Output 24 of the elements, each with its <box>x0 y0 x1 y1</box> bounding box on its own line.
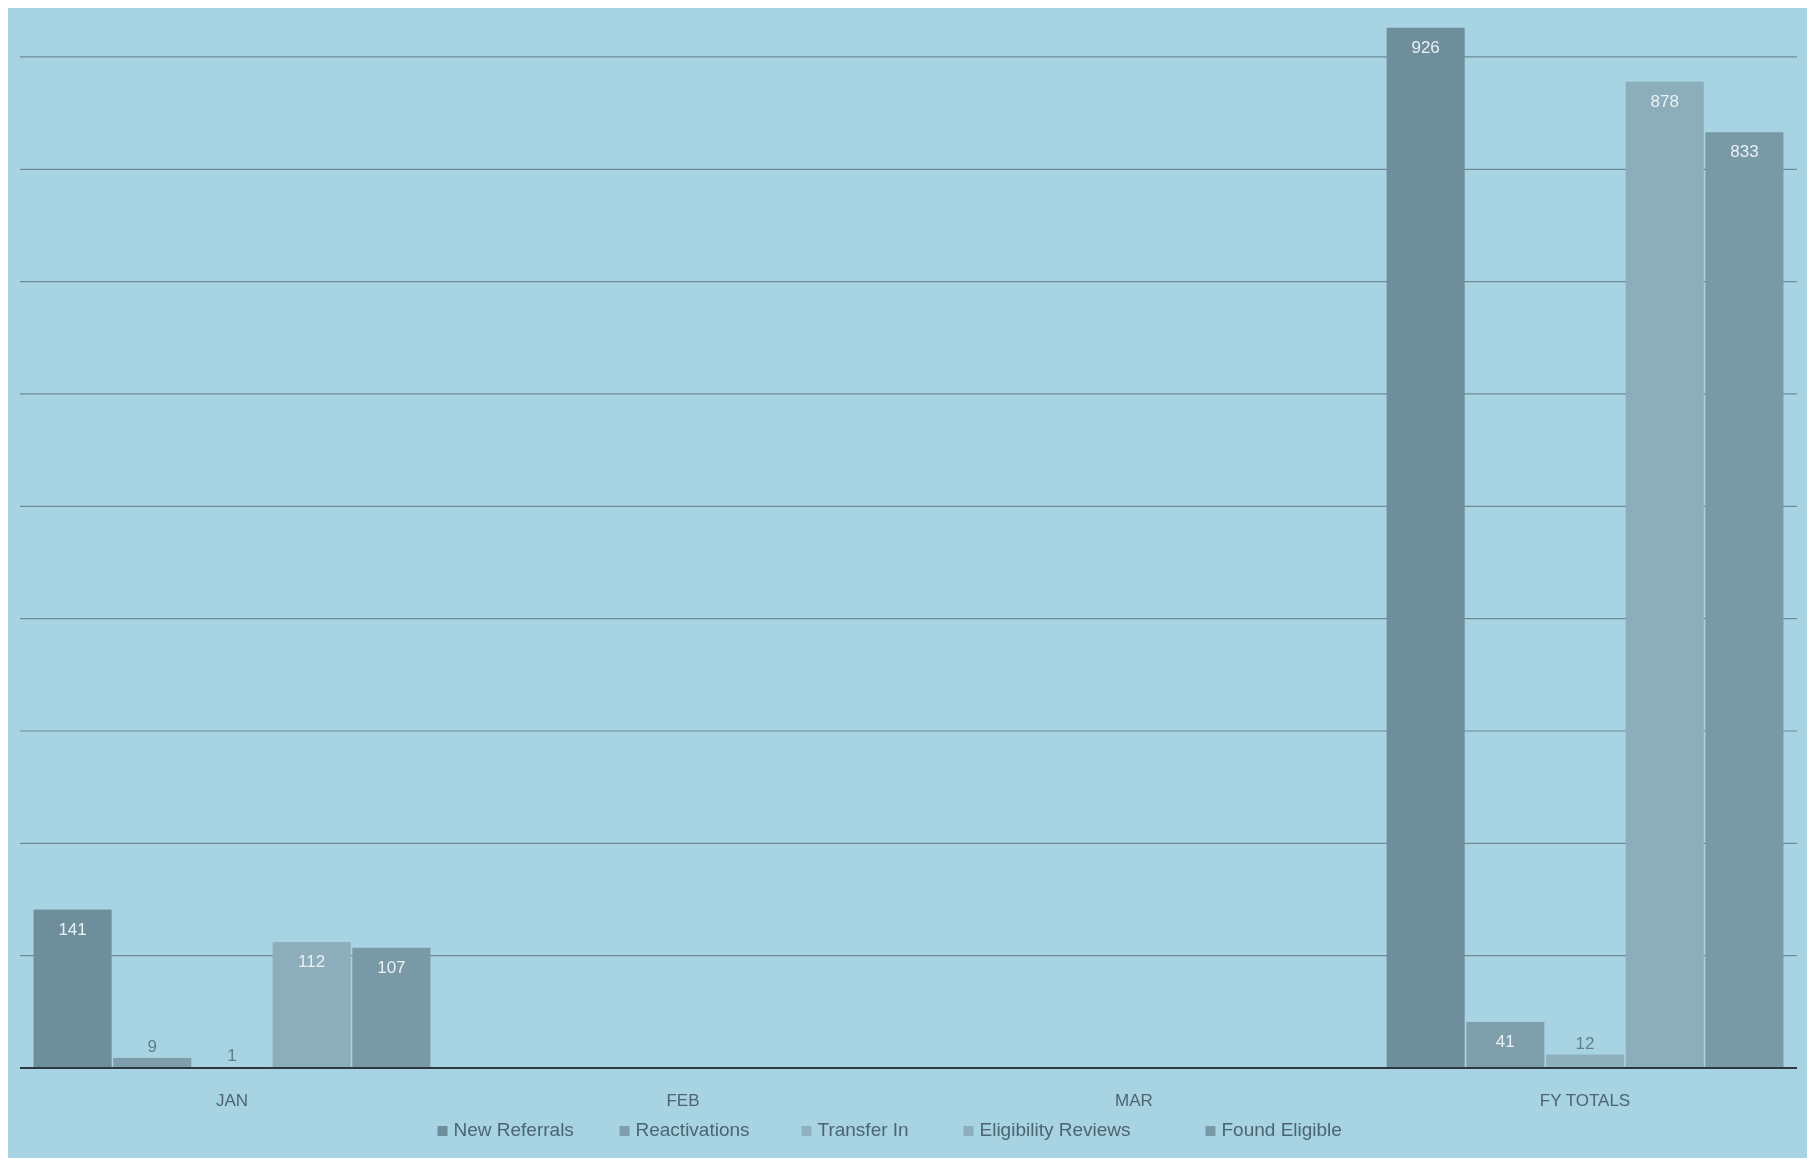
bar <box>272 942 351 1068</box>
data-label: 833 <box>1730 142 1759 162</box>
bar <box>1625 81 1704 1068</box>
data-label: 878 <box>1650 91 1679 111</box>
data-label: 107 <box>377 957 406 977</box>
bar <box>352 947 431 1068</box>
bar <box>1466 1021 1545 1068</box>
data-label: 112 <box>298 952 326 972</box>
x-tick-label: MAR <box>1115 1091 1153 1110</box>
data-label: 926 <box>1411 37 1440 57</box>
data-label: 141 <box>58 919 87 939</box>
data-label: 12 <box>1575 1033 1595 1053</box>
bar <box>1705 132 1784 1068</box>
legend-label: Reactivations <box>635 1119 750 1140</box>
x-tick-label: JAN <box>215 1091 249 1110</box>
x-tick-label: FY TOTALS <box>1539 1091 1631 1110</box>
legend-label: New Referrals <box>453 1119 574 1140</box>
legend-label: Transfer In <box>817 1119 909 1140</box>
data-label: 41 <box>1495 1031 1515 1051</box>
data-label: 1 <box>227 1045 237 1065</box>
data-label: 9 <box>147 1036 158 1056</box>
x-tick-label: FEB <box>666 1091 700 1110</box>
legend-label: Eligibility Reviews <box>979 1119 1131 1140</box>
legend-label: Found Eligible <box>1221 1119 1342 1140</box>
